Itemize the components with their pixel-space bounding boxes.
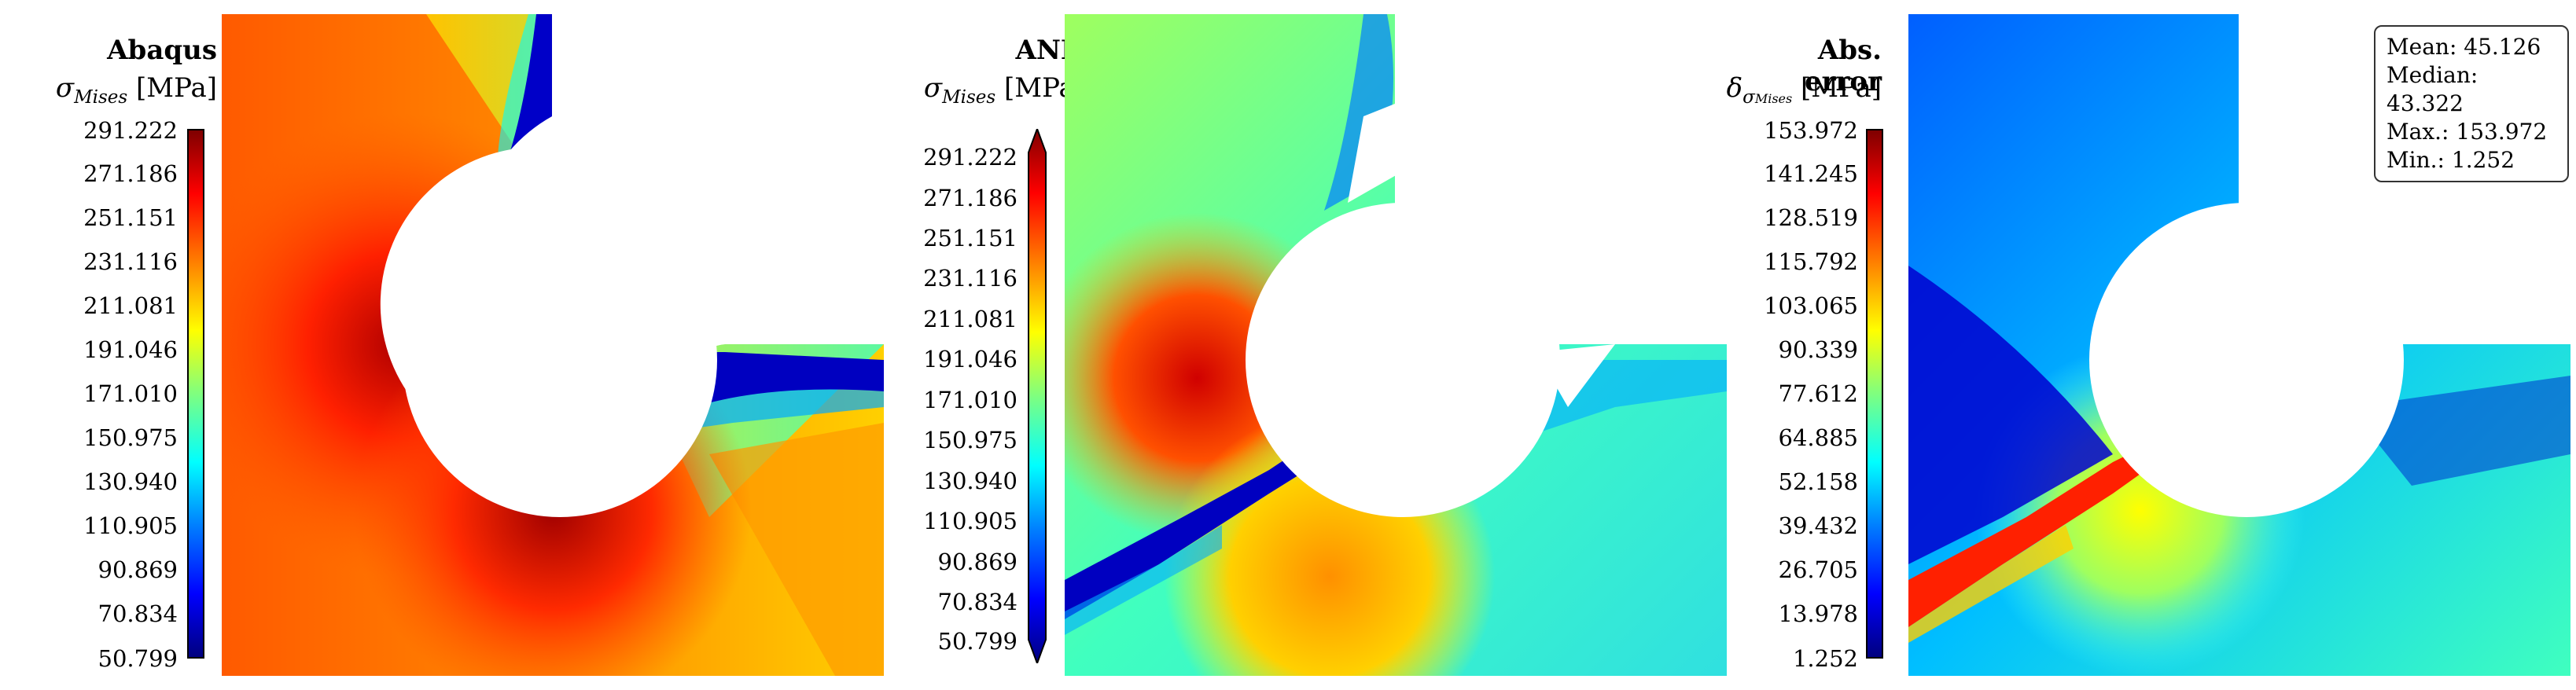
tick-label: 191.046 <box>923 346 1018 373</box>
tick-label: 171.010 <box>923 387 1018 413</box>
stat-max: Max.: 153.972 <box>2386 119 2548 145</box>
tick-label: 211.081 <box>83 292 178 319</box>
panel-title: ANN <box>1015 35 1085 66</box>
tick-label: 231.116 <box>923 265 1018 292</box>
tick-label: 130.940 <box>83 468 178 495</box>
tick-label: 171.010 <box>83 380 178 407</box>
tick-label: 90.339 <box>1778 336 1858 363</box>
stat-min: Min.: 1.252 <box>2386 147 2515 173</box>
tick-label: 70.834 <box>937 589 1018 615</box>
quantity-symbol: σ <box>923 72 943 104</box>
tick-label: 231.116 <box>83 248 178 275</box>
quantity-label: δσMises [MPa] <box>1717 72 1882 115</box>
tick-label: 128.519 <box>1764 204 1858 231</box>
tick-label: 153.972 <box>1764 117 1858 144</box>
tick-label: 291.222 <box>923 144 1018 171</box>
quantity-subscript: Mises <box>942 87 996 108</box>
colorbar <box>1866 129 1883 659</box>
tick-label: 191.046 <box>83 336 178 363</box>
quantity-label: σMises [MPa] <box>889 72 1085 113</box>
tick-label: 150.975 <box>83 424 178 451</box>
tick-label: 211.081 <box>923 306 1018 332</box>
tick-label: 271.186 <box>83 160 178 187</box>
stress-field-abaqus <box>222 14 884 676</box>
error-stats-box: Mean: 45.126 Median: 43.322 Max.: 153.97… <box>2374 25 2569 182</box>
quantity-subscript: σ <box>1742 87 1755 108</box>
tick-label: 90.869 <box>98 556 178 583</box>
tick-label: 103.065 <box>1764 292 1858 319</box>
quantity-label: σMises [MPa] <box>0 72 217 113</box>
tick-label: 271.186 <box>923 185 1018 211</box>
tick-label: 150.975 <box>923 427 1018 453</box>
tick-label: 110.905 <box>83 512 178 539</box>
tick-label: 130.940 <box>923 468 1018 494</box>
panel-ann: ANN σMises [MPa] 291.222 271.186 251.151… <box>889 0 1732 690</box>
tick-label: 110.905 <box>923 508 1018 534</box>
tick-label: 251.151 <box>923 225 1018 251</box>
quantity-symbol: σ <box>55 72 75 104</box>
tick-label: 26.705 <box>1778 556 1858 583</box>
stress-field-ann <box>1065 14 1727 676</box>
quantity-subsubscript: Mises <box>1754 91 1793 106</box>
tick-label: 141.245 <box>1764 160 1858 187</box>
unit-label: [MPa] <box>1801 72 1882 104</box>
tick-label: 251.151 <box>83 204 178 231</box>
colorbar <box>187 129 204 659</box>
tick-label: 90.869 <box>937 549 1018 575</box>
tick-label: 77.612 <box>1778 380 1858 407</box>
tick-label: 50.799 <box>98 645 178 672</box>
tick-label: 70.834 <box>98 600 178 627</box>
tick-label: 1.252 <box>1792 645 1858 672</box>
tick-label: 64.885 <box>1778 424 1858 451</box>
quantity-subscript: Mises <box>74 87 128 108</box>
tick-label: 39.432 <box>1778 512 1858 539</box>
quantity-symbol: δ <box>1726 72 1743 104</box>
stat-mean: Mean: 45.126 <box>2386 34 2541 60</box>
tick-label: 50.799 <box>937 628 1018 655</box>
panel-abaqus: Abaqus σMises [MPa] 291.222 271.186 251.… <box>0 0 889 690</box>
colorbar <box>1028 129 1047 663</box>
panel-title: Abaqus <box>107 35 217 66</box>
panel-title: Abs. error <box>1804 35 1882 97</box>
stat-median: Median: 43.322 <box>2386 62 2478 116</box>
unit-label: [MPa] <box>136 72 217 104</box>
tick-label: 291.222 <box>83 117 178 144</box>
tick-label: 115.792 <box>1764 248 1858 275</box>
tick-label: 13.978 <box>1778 600 1858 627</box>
tick-label: 52.158 <box>1778 468 1858 495</box>
panel-abs-error: Abs. error δσMises [MPa] 153.972 141.245… <box>1727 0 2576 690</box>
